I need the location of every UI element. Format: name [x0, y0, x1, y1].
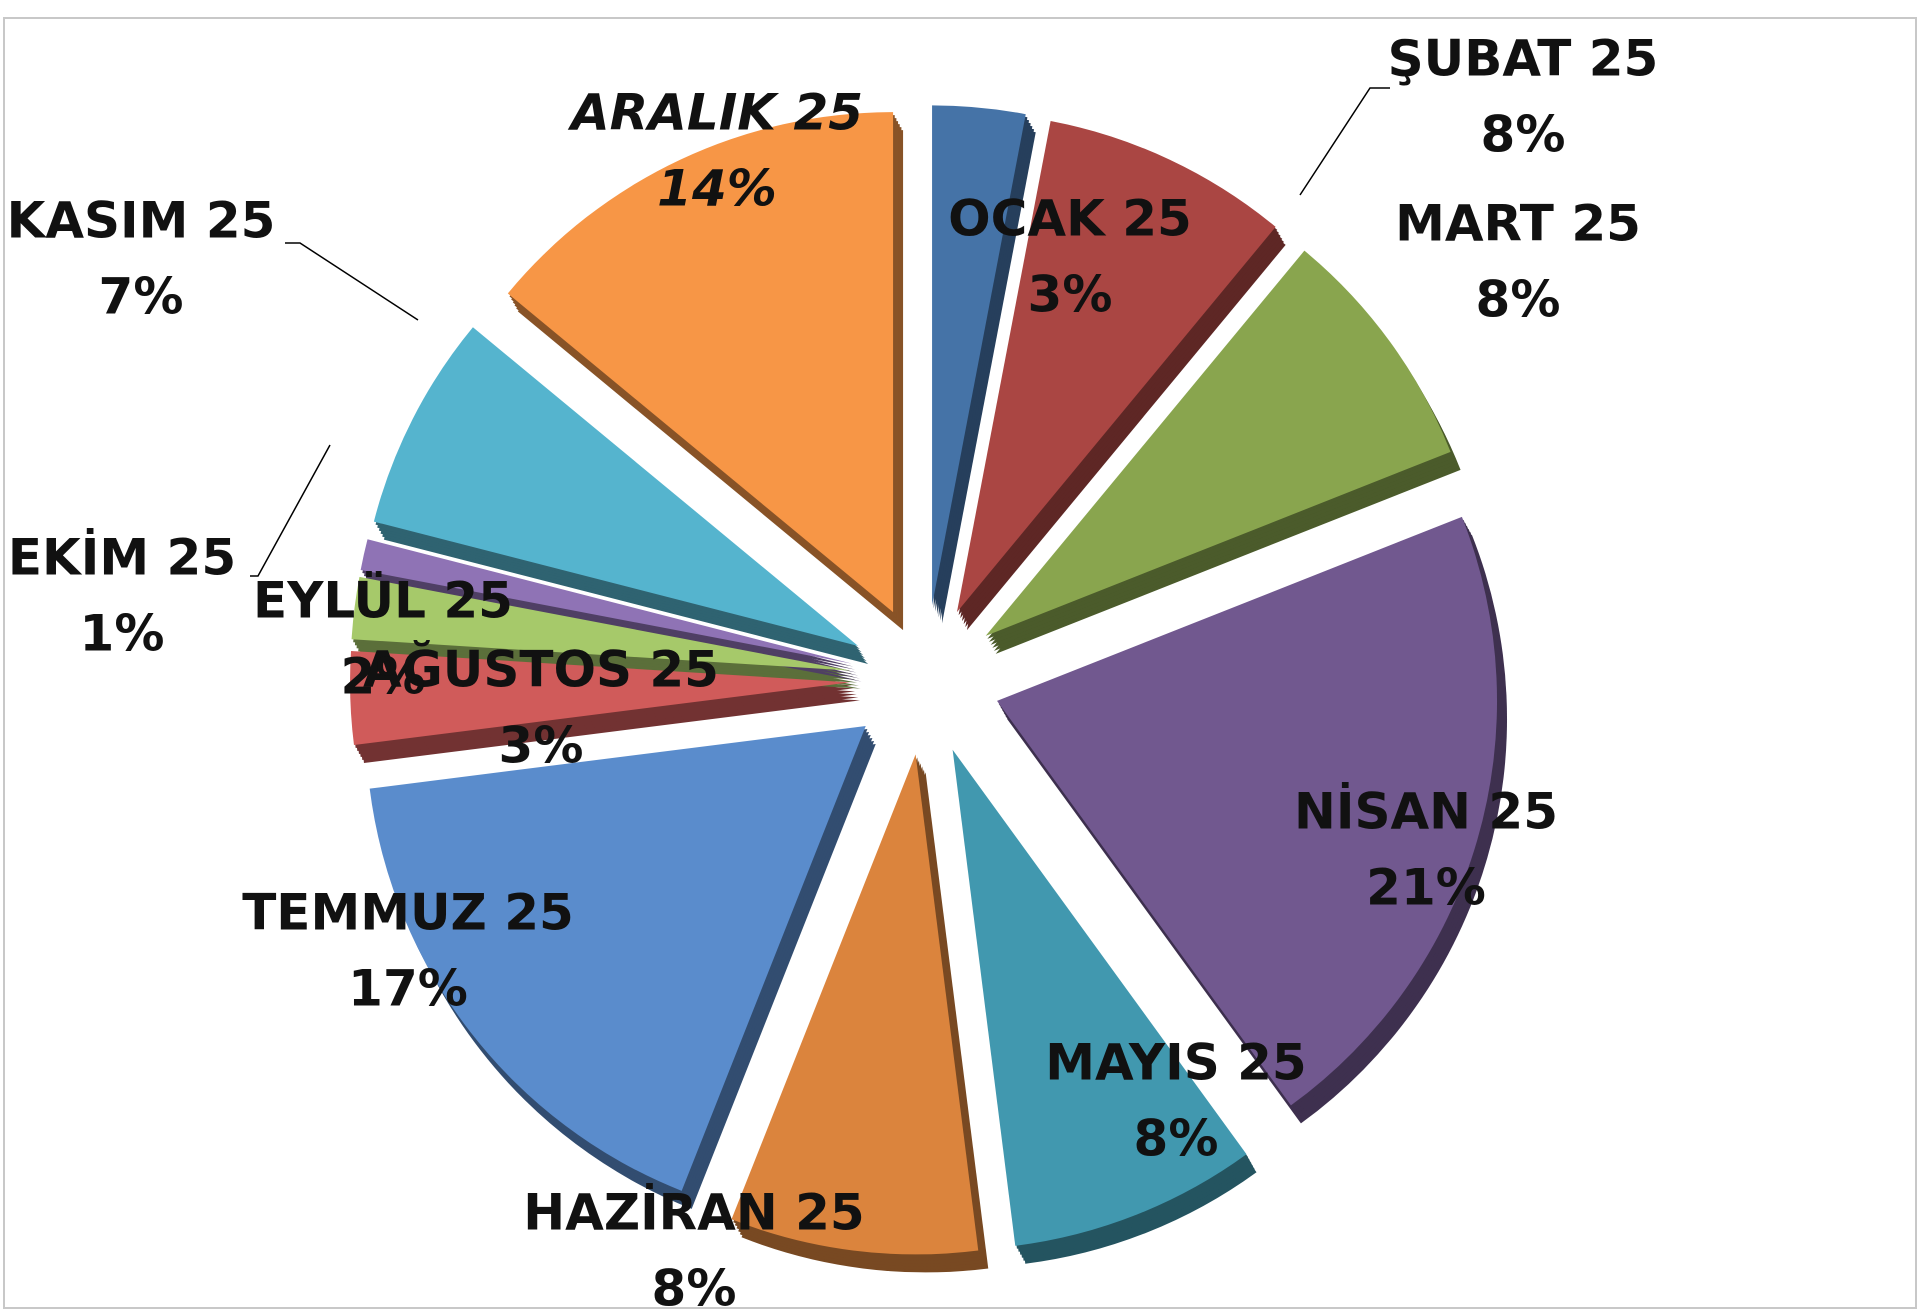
slice: [932, 105, 1026, 606]
slice-label: ŞUBAT 25: [1388, 30, 1659, 88]
slice-label: TEMMUZ 25: [242, 884, 574, 942]
pie: [350, 105, 1508, 1273]
slice-value-label: 3%: [1028, 266, 1113, 324]
slice-label: OCAK 25: [948, 190, 1192, 248]
slice-label: NİSAN 25: [1294, 783, 1558, 841]
slice: [956, 120, 1276, 613]
slice-value-label: 14%: [657, 160, 777, 218]
slice-label: EYLÜL 25: [253, 571, 513, 630]
slice-label: MAYIS 25: [1045, 1034, 1306, 1092]
slice: [731, 754, 979, 1255]
slice-value-label: 8%: [1134, 1110, 1219, 1168]
leader-line: [250, 444, 331, 577]
slice-label: MART 25: [1395, 195, 1641, 253]
slice-label: ARALIK 25: [567, 84, 863, 142]
slice-value-label: 8%: [1476, 271, 1561, 329]
slice-label: HAZİRAN 25: [523, 1184, 864, 1242]
slice-value-label: 2%: [341, 648, 426, 706]
slice-label: AĞUSTOS 25: [363, 640, 719, 699]
slice: [369, 725, 866, 1191]
slice-value-label: 8%: [1481, 106, 1566, 164]
slice: [985, 250, 1451, 636]
leader-line: [1299, 87, 1390, 196]
slice: [360, 539, 852, 664]
slice: [373, 327, 859, 646]
slice: [350, 650, 851, 746]
slice: [997, 516, 1498, 1106]
labels: OCAK 25 3% ŞUBAT 25 8% MART 25 8% NİSAN 25 21% M…: [7, 30, 1659, 1310]
slice-value-label: 7%: [99, 268, 184, 326]
slice: [507, 112, 894, 613]
slice-value-label: 8%: [652, 1260, 737, 1310]
slice-label: EKİM 25: [8, 529, 236, 587]
slice-value-label: 17%: [348, 960, 468, 1018]
slice-value-label: 21%: [1366, 859, 1486, 917]
slice-value-label: 3%: [499, 717, 584, 775]
slice: [351, 576, 851, 671]
slice: [952, 749, 1247, 1246]
leader-line: [285, 242, 419, 321]
slice-label: KASIM 25: [7, 192, 276, 250]
slice-value-label: 1%: [80, 605, 165, 663]
